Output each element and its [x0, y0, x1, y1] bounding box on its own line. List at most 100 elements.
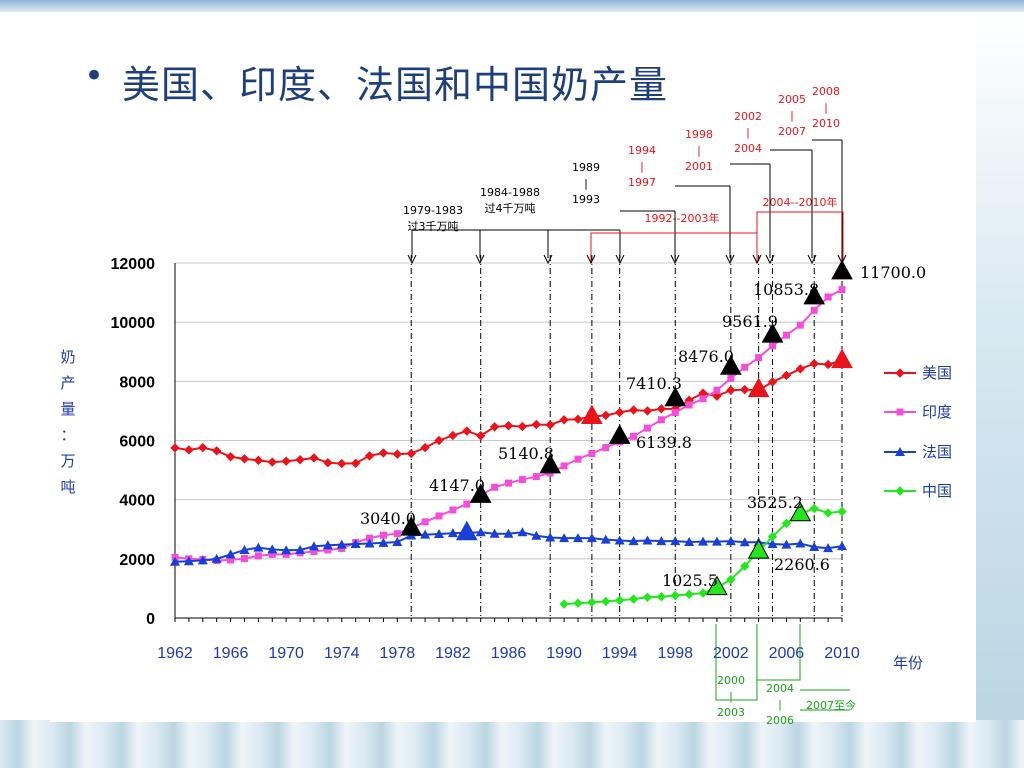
data-point	[420, 529, 431, 539]
data-point	[420, 442, 430, 453]
data-point	[782, 331, 790, 339]
top-annotation-text: |	[584, 177, 588, 190]
highlight-marker	[400, 516, 423, 536]
legend-label: 印度	[922, 403, 952, 421]
data-point	[282, 550, 290, 558]
data-point	[642, 592, 653, 602]
background-dragon-decor	[976, 12, 1024, 768]
y-tick-label: 0	[146, 611, 155, 628]
green-bracket	[757, 624, 801, 681]
bottom-annotation-text: 2000	[717, 674, 745, 687]
highlight-marker	[539, 453, 562, 474]
y-axis-label-char: 奶	[60, 348, 75, 366]
bottom-annotation-text: 2006	[766, 714, 794, 727]
data-point	[809, 503, 819, 514]
data-point	[435, 512, 443, 520]
value-label: 5140.8	[498, 444, 554, 463]
top-annotation-text: 2008	[812, 85, 840, 98]
data-point	[170, 443, 180, 453]
data-point	[503, 528, 514, 538]
data-point	[671, 408, 679, 416]
data-point	[281, 545, 292, 555]
data-point	[211, 446, 222, 456]
data-point	[781, 370, 792, 381]
data-point	[310, 547, 318, 555]
top-annotation-text: 2002	[734, 110, 762, 123]
highlight-marker	[831, 348, 853, 369]
data-point	[448, 430, 458, 441]
value-label: 8476.0	[678, 347, 734, 366]
arrow-head	[586, 254, 596, 265]
y-axis-label-char: ：	[60, 426, 75, 444]
x-tick-label: 1986	[491, 645, 527, 662]
data-point	[503, 421, 514, 431]
data-point	[670, 536, 681, 546]
data-point	[225, 549, 236, 559]
data-point	[560, 462, 568, 470]
x-tick-label: 1970	[268, 645, 304, 662]
data-point	[308, 541, 319, 551]
data-point	[531, 530, 542, 540]
data-point	[267, 544, 278, 554]
top-annotation-text: 2007	[778, 125, 806, 138]
legend-label: 中国	[922, 482, 952, 500]
data-point	[600, 534, 611, 544]
data-point	[896, 408, 904, 416]
data-point	[227, 556, 235, 564]
top-annotation-text: 1989	[572, 161, 600, 174]
data-point	[295, 455, 305, 465]
data-point	[602, 444, 610, 452]
data-point	[588, 450, 596, 458]
data-point	[628, 536, 639, 546]
data-point	[322, 540, 333, 550]
data-point	[505, 479, 512, 487]
data-point	[476, 431, 486, 441]
data-point	[366, 534, 374, 542]
data-point	[711, 536, 722, 546]
data-point	[809, 542, 820, 551]
y-axis-label-char: 量	[60, 400, 75, 418]
data-point	[740, 384, 750, 395]
data-point	[586, 533, 597, 543]
data-point	[239, 544, 250, 554]
data-point	[545, 420, 555, 430]
highlight-marker	[581, 404, 603, 425]
y-tick-label: 6000	[119, 434, 155, 451]
range-label: 1992--2003年	[645, 211, 720, 225]
data-point	[406, 448, 416, 459]
data-point	[895, 486, 905, 496]
data-point	[810, 306, 818, 314]
data-point	[838, 286, 846, 294]
top-annotation-text: 1994	[628, 144, 656, 157]
bottom-annotation-text: 2004	[766, 682, 794, 695]
data-point	[240, 555, 248, 563]
data-point	[895, 368, 905, 378]
data-point	[739, 537, 750, 547]
data-point	[573, 414, 583, 424]
value-label: 10853.8	[753, 280, 819, 299]
data-point	[267, 457, 277, 467]
data-point	[740, 561, 750, 571]
data-point	[364, 451, 375, 461]
green-bracket	[715, 624, 758, 701]
data-point	[823, 543, 834, 553]
highlight-marker	[664, 386, 687, 407]
data-point	[197, 555, 208, 565]
data-point	[475, 527, 486, 537]
highlight-marker	[761, 323, 784, 343]
data-point	[491, 483, 499, 491]
data-point	[643, 424, 651, 432]
x-tick-label: 1962	[157, 645, 193, 662]
data-point	[421, 518, 429, 526]
top-annotation-text: |	[790, 109, 794, 122]
legend-label: 法国	[922, 443, 952, 461]
data-point	[713, 386, 721, 394]
y-tick-label: 2000	[119, 552, 155, 569]
data-point	[324, 546, 332, 554]
data-point	[741, 363, 749, 371]
data-point	[170, 556, 180, 566]
highlight-marker	[831, 259, 853, 280]
red-bracket	[756, 211, 844, 262]
data-point	[614, 535, 625, 545]
data-point	[755, 354, 763, 362]
